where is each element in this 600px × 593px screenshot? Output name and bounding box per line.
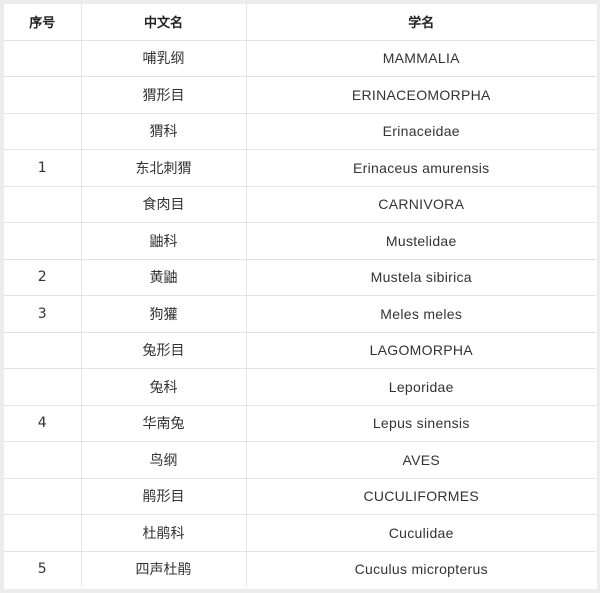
scientific-name-cell: ERINACEOMORPHA xyxy=(245,76,596,114)
scientific-name-cell: Lepus sinensis xyxy=(245,404,596,442)
table-row: 哺乳纲 MAMMALIA xyxy=(4,39,596,77)
index-cell: 2 xyxy=(4,258,82,296)
chinese-name-cell: 兔形目 xyxy=(80,331,247,369)
scientific-name-cell: Leporidae xyxy=(245,368,596,406)
chinese-name-cell: 鹃形目 xyxy=(80,477,247,515)
table-row: 4 华南兔 Lepus sinensis xyxy=(4,404,596,442)
scientific-name-cell: CUCULIFORMES xyxy=(245,477,596,515)
table-row: 兔形目 LAGOMORPHA xyxy=(4,331,596,369)
index-cell xyxy=(4,222,82,260)
scientific-name-cell: Cuculidae xyxy=(245,514,596,552)
scientific-name-cell: AVES xyxy=(245,441,596,479)
scientific-name-cell: Erinaceus amurensis xyxy=(245,149,596,187)
table-row: 3 狗獾 Meles meles xyxy=(4,295,596,333)
scientific-name-cell: Meles meles xyxy=(245,295,596,333)
chinese-name-cell: 杜鹃科 xyxy=(80,514,247,552)
chinese-name-cell: 鼬科 xyxy=(80,222,247,260)
scientific-name-cell: Mustela sibirica xyxy=(245,258,596,296)
chinese-name-cell: 黄鼬 xyxy=(80,258,247,296)
table-row: 猬形目 ERINACEOMORPHA xyxy=(4,76,596,114)
species-table: 序号 中文名 学名 哺乳纲 MAMMALIA 猬形目 ERINACEOMORPHA 猬科… xyxy=(4,4,596,587)
scientific-name-cell: Cuculus micropterus xyxy=(245,550,596,587)
index-cell xyxy=(4,331,82,369)
index-cell xyxy=(4,185,82,223)
chinese-name-cell: 四声杜鹃 xyxy=(80,550,247,587)
scientific-name-cell: MAMMALIA xyxy=(245,39,596,77)
table-row: 杜鹃科 Cuculidae xyxy=(4,514,596,552)
index-cell: 3 xyxy=(4,295,82,333)
scientific-name-cell: CARNIVORA xyxy=(245,185,596,223)
header-scientific-name: 学名 xyxy=(245,4,596,41)
chinese-name-cell: 鸟纲 xyxy=(80,441,247,479)
index-cell: 5 xyxy=(4,550,82,587)
table-row: 猬科 Erinaceidae xyxy=(4,112,596,150)
scientific-name-cell: Mustelidae xyxy=(245,222,596,260)
chinese-name-cell: 食肉目 xyxy=(80,185,247,223)
scientific-name-cell: Erinaceidae xyxy=(245,112,596,150)
chinese-name-cell: 兔科 xyxy=(80,368,247,406)
index-cell xyxy=(4,368,82,406)
chinese-name-cell: 狗獾 xyxy=(80,295,247,333)
table-row: 鹃形目 CUCULIFORMES xyxy=(4,477,596,515)
index-cell: 4 xyxy=(4,404,82,442)
chinese-name-cell: 哺乳纲 xyxy=(80,39,247,77)
table-row: 5 四声杜鹃 Cuculus micropterus xyxy=(4,550,596,587)
index-cell xyxy=(4,441,82,479)
index-cell xyxy=(4,514,82,552)
table-header-row: 序号 中文名 学名 xyxy=(4,4,596,41)
chinese-name-cell: 猬科 xyxy=(80,112,247,150)
table-row: 兔科 Leporidae xyxy=(4,368,596,406)
index-cell xyxy=(4,477,82,515)
index-cell xyxy=(4,39,82,77)
table-row: 鼬科 Mustelidae xyxy=(4,222,596,260)
header-chinese-name: 中文名 xyxy=(80,4,247,41)
header-index: 序号 xyxy=(4,4,82,41)
index-cell xyxy=(4,112,82,150)
table-row: 2 黄鼬 Mustela sibirica xyxy=(4,258,596,296)
table-row: 鸟纲 AVES xyxy=(4,441,596,479)
chinese-name-cell: 猬形目 xyxy=(80,76,247,114)
chinese-name-cell: 华南兔 xyxy=(80,404,247,442)
index-cell: 1 xyxy=(4,149,82,187)
index-cell xyxy=(4,76,82,114)
table-row: 食肉目 CARNIVORA xyxy=(4,185,596,223)
chinese-name-cell: 东北刺猬 xyxy=(80,149,247,187)
scientific-name-cell: LAGOMORPHA xyxy=(245,331,596,369)
table-row: 1 东北刺猬 Erinaceus amurensis xyxy=(4,149,596,187)
